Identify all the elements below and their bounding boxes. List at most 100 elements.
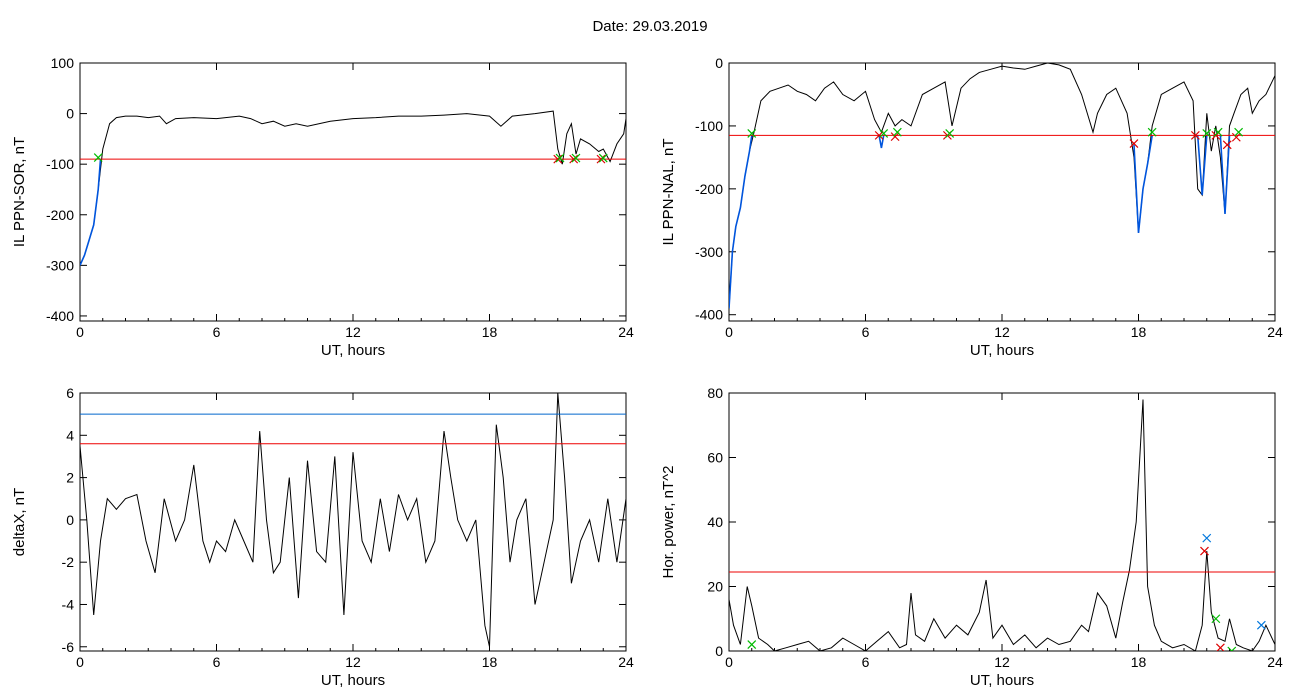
ppn-interval-line — [878, 135, 885, 149]
x-tick-label: 24 — [618, 324, 634, 340]
x-tick-label: 18 — [482, 324, 498, 340]
x-tick-label: 6 — [213, 324, 221, 340]
y-tick-label: -100 — [46, 156, 74, 172]
marker-red — [596, 154, 606, 164]
y-tick-label: 0 — [715, 55, 723, 71]
x-tick-label: 24 — [618, 654, 634, 670]
x-tick-label: 0 — [725, 324, 733, 340]
x-tick-label: 18 — [1131, 324, 1147, 340]
marker-green — [747, 640, 757, 649]
ppn-interval-line — [729, 135, 753, 309]
x-tick-label: 12 — [994, 324, 1010, 340]
x-tick-label: 18 — [1131, 654, 1147, 670]
y-tick-label: -2 — [62, 554, 75, 570]
marker-red — [1222, 140, 1232, 150]
marker-green — [892, 127, 902, 137]
x-axis-label: UT, hours — [970, 672, 1034, 689]
y-tick-label: 40 — [707, 514, 723, 530]
marker-green — [747, 129, 757, 138]
x-tick-label: 6 — [862, 654, 870, 670]
marker-red — [1215, 643, 1225, 651]
y-tick-label: -200 — [695, 181, 723, 197]
y-tick-label: 20 — [707, 579, 723, 595]
signal-line — [80, 393, 626, 647]
plot-area — [729, 399, 1275, 651]
y-tick-label: 100 — [51, 55, 75, 71]
y-tick-label: -200 — [46, 207, 74, 223]
plot-frame — [79, 392, 627, 652]
y-tick-label: 6 — [66, 385, 74, 401]
marker-green — [1147, 127, 1157, 137]
signal-line — [80, 110, 626, 266]
marker-green — [93, 153, 103, 163]
ppn-interval-line — [1133, 135, 1153, 233]
plot-area — [80, 393, 626, 647]
y-tick-label: -4 — [62, 596, 75, 612]
ppn-interval-line — [80, 159, 102, 266]
panel-ppn-nal: 0 6 12 18 24 -400 -300 -200 -100 0 UT, hours IL PPN… — [660, 55, 1283, 359]
y-axis-label: deltaX, nT — [11, 488, 28, 556]
x-tick-label: 12 — [345, 324, 361, 340]
marker-green — [598, 153, 608, 163]
y-tick-label: -300 — [46, 257, 74, 273]
ppn-interval-line — [1219, 135, 1231, 215]
plot-frame — [728, 392, 1276, 652]
marker-red — [569, 154, 579, 164]
y-tick-label: 60 — [707, 450, 723, 466]
x-tick-label: 0 — [76, 324, 84, 340]
marker-green — [1234, 127, 1244, 137]
y-tick-label: 0 — [715, 643, 723, 659]
x-tick-label: 18 — [482, 654, 498, 670]
signal-line — [729, 63, 1275, 309]
marker-blue — [1202, 533, 1212, 543]
y-tick-label: 2 — [66, 470, 74, 486]
y-tick-label: -400 — [46, 308, 74, 324]
marker-red — [1190, 130, 1200, 140]
x-tick-label: 6 — [213, 654, 221, 670]
panel-ppn-sor: 0 6 12 18 24 -400 -300 -200 -100 0 100 UT, hours IL … — [11, 55, 634, 359]
marker-blue — [1256, 620, 1266, 630]
marker-green — [945, 129, 955, 138]
marker-green — [1227, 646, 1237, 651]
marker-red — [890, 132, 900, 142]
y-tick-label: -300 — [695, 244, 723, 260]
y-tick-label: 0 — [66, 512, 74, 528]
ppn-interval-line — [1196, 135, 1208, 196]
y-axis-label: IL PPN-SOR, nT — [11, 137, 28, 247]
signal-line — [729, 399, 1275, 651]
marker-green — [555, 153, 565, 163]
y-axis-label: IL PPN-NAL, nT — [660, 139, 677, 246]
y-axis-label: Hor. power, nT^2 — [660, 466, 677, 579]
y-tick-label: -400 — [695, 307, 723, 323]
panel-hor-power: 0 6 12 18 24 0 20 40 60 80 UT, hours Hor. power, nT… — [660, 385, 1283, 689]
y-tick-label: 4 — [66, 427, 74, 443]
y-tick-label: 0 — [66, 106, 74, 122]
marker-red — [1129, 139, 1139, 148]
x-tick-label: 12 — [345, 654, 361, 670]
x-axis-label: UT, hours — [970, 342, 1034, 359]
marker-red — [553, 154, 563, 164]
x-tick-label: 24 — [1267, 654, 1283, 670]
x-tick-label: 0 — [725, 654, 733, 670]
plot-area — [80, 110, 626, 266]
y-tick-label: 80 — [707, 385, 723, 401]
marker-green — [879, 129, 889, 138]
plot-area — [729, 63, 1275, 309]
marker-green — [1213, 127, 1223, 137]
marker-green — [1211, 614, 1221, 624]
marker-green — [1202, 129, 1212, 138]
marker-red — [874, 130, 884, 140]
marker-red — [1200, 546, 1209, 556]
figure-title: Date: 29.03.2019 — [592, 18, 708, 35]
x-tick-label: 24 — [1267, 324, 1283, 340]
x-axis-label: UT, hours — [321, 342, 385, 359]
x-axis-label: UT, hours — [321, 672, 385, 689]
y-tick-label: -100 — [695, 118, 723, 134]
x-tick-label: 6 — [862, 324, 870, 340]
marker-green — [571, 153, 581, 163]
y-tick-label: -6 — [62, 639, 75, 655]
marker-red — [1231, 132, 1241, 142]
plot-frame — [79, 62, 627, 322]
